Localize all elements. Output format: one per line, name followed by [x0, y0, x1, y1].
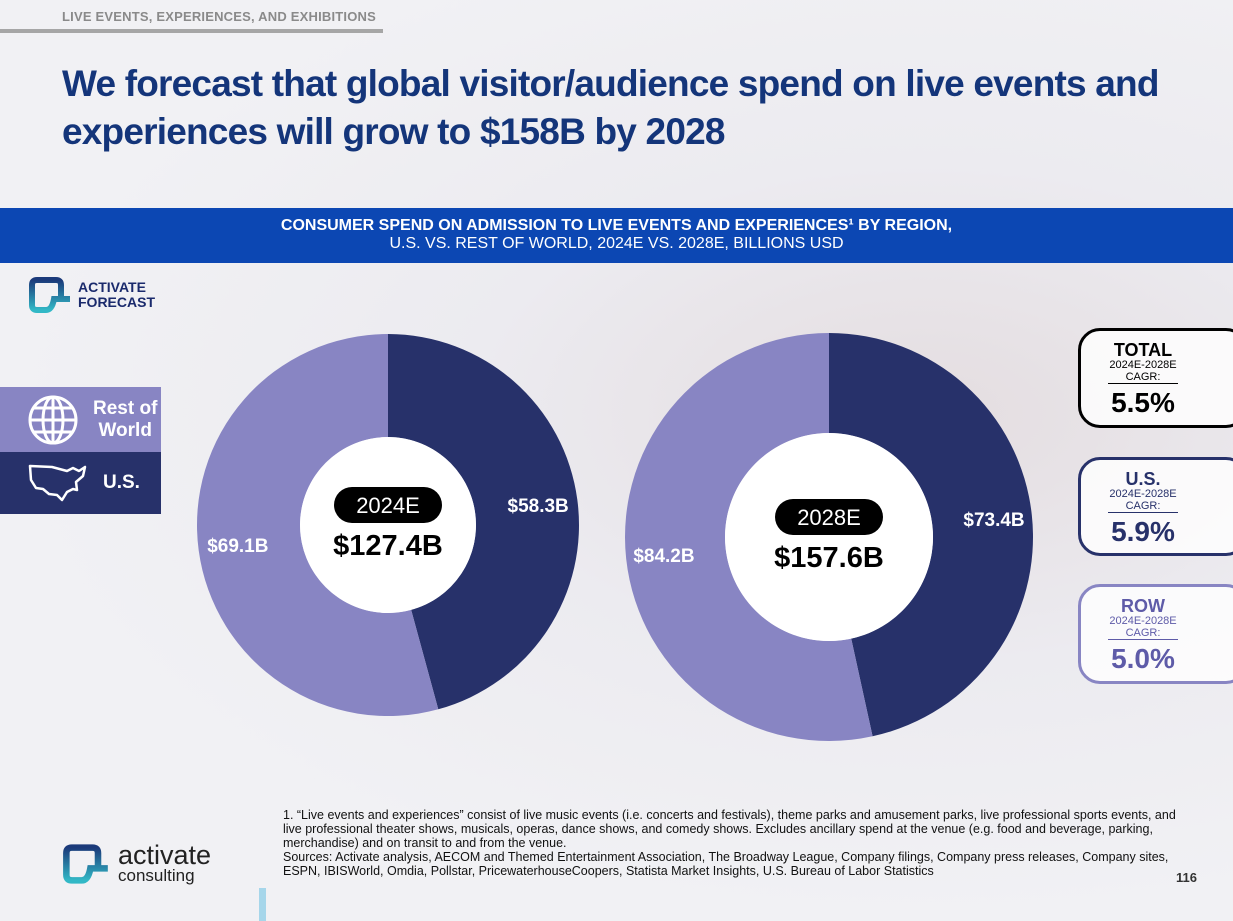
slice-label: $73.4B: [963, 510, 1024, 531]
legend-us: U.S.: [0, 452, 161, 514]
total-label: $127.4B: [333, 530, 443, 562]
legend-label: World: [98, 419, 152, 441]
sources: Sources: Activate analysis, AECOM and Th…: [283, 850, 1169, 878]
badge-line2: FORECAST: [78, 294, 155, 310]
cagr-label: CAGR:: [1108, 371, 1178, 384]
activate-forecast-badge: ACTIVATE FORECAST: [28, 277, 155, 313]
donut-slice-row: [625, 333, 873, 741]
year-pill: [775, 499, 883, 535]
page-number: 116: [1176, 870, 1197, 885]
cagr-value: 5.9%: [1111, 516, 1175, 547]
logo-name: activate: [118, 840, 212, 870]
donut-hole: [725, 433, 933, 641]
cagr-period: 2024E-2028E: [1109, 615, 1177, 627]
cagr-head: ROW: [1121, 596, 1165, 616]
cagr-box-total: TOTAL 2024E-2028E CAGR: 5.5%: [1078, 328, 1233, 428]
chart-title-banner: CONSUMER SPEND ON ADMISSION TO LIVE EVEN…: [0, 208, 1233, 263]
globe-icon: [28, 395, 78, 444]
cagr-period: 2024E-2028E: [1109, 359, 1177, 371]
accent-bar: [259, 888, 266, 921]
legend-label: Rest of: [93, 397, 158, 419]
footnotes: 1. “Live events and experiences” consist…: [283, 808, 1183, 878]
legend-rest-of-world: Rest of World: [0, 387, 161, 452]
donut-slice-us: [388, 334, 580, 710]
badge-line1: ACTIVATE: [78, 279, 146, 295]
legend-label: U.S.: [103, 472, 140, 493]
footnote: 1. “Live events and experiences” consist…: [283, 808, 1176, 850]
logo-sub: consulting: [118, 866, 195, 885]
section-underline: [0, 29, 383, 33]
section-label: LIVE EVENTS, EXPERIENCES, AND EXHIBITION…: [62, 9, 376, 24]
activate-consulting-logo: activate consulting: [62, 840, 212, 885]
chart-title: CONSUMER SPEND ON ADMISSION TO LIVE EVEN…: [280, 217, 953, 234]
chart-subtitle: U.S. VS. REST OF WORLD, 2024E VS. 2028E,…: [389, 235, 844, 252]
page-title: We forecast that global visitor/audience…: [62, 63, 1159, 152]
cagr-label: CAGR:: [1108, 500, 1178, 513]
activate-logo-icon: [29, 277, 70, 313]
slice-label: $58.3B: [508, 496, 569, 517]
donut-slice-row: [197, 334, 439, 716]
cagr-value: 5.0%: [1111, 643, 1175, 674]
total-label: $157.6B: [774, 542, 884, 574]
donut-hole: [300, 437, 476, 613]
slice-label: $69.1B: [207, 536, 268, 557]
year-pill: [334, 487, 442, 523]
year-label: 2024E: [356, 493, 420, 518]
cagr-head: U.S.: [1125, 469, 1161, 489]
cagr-period: 2024E-2028E: [1109, 488, 1177, 500]
cagr-value: 5.5%: [1111, 387, 1175, 418]
cagr-box-us: U.S. 2024E-2028E CAGR: 5.9%: [1078, 457, 1233, 556]
cagr-label: CAGR:: [1108, 627, 1178, 640]
cagr-box-row: ROW 2024E-2028E CAGR: 5.0%: [1078, 584, 1233, 684]
cagr-head: TOTAL: [1113, 340, 1173, 360]
usa-map-icon: [28, 464, 87, 502]
slice-label: $84.2B: [633, 546, 694, 567]
activate-logo-icon: [63, 844, 108, 884]
year-label: 2028E: [797, 505, 861, 530]
donut-slice-us: [829, 333, 1034, 737]
